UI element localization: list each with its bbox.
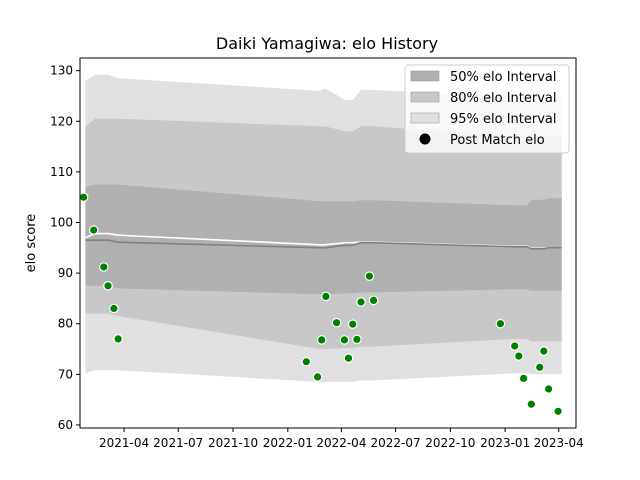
y-tick-label: 60 [58,418,73,432]
legend-swatch [410,112,440,124]
y-tick-label: 70 [58,367,73,381]
data-point [99,262,109,272]
data-point [109,303,119,314]
plot-frame [79,57,577,429]
data-point [364,271,375,281]
data-point [368,295,379,306]
data-point [78,192,89,202]
legend-marker [419,133,431,145]
y-axis-label: elo score [24,214,39,273]
legend-swatch [410,91,440,103]
data-point [513,351,524,361]
data-point [553,406,563,417]
legend-label: 80% elo Interval [450,91,557,106]
x-tick-label: 2022-10 [425,436,475,450]
y-tick-label: 100 [50,216,73,230]
data-point [534,362,545,373]
axes: 60 70 80 90 100 110 120 130 2021-04 2021-07 2021-1… [50,57,584,450]
data-point [312,372,323,382]
data-point [352,334,362,345]
data-point [321,291,331,302]
data-point [495,318,506,329]
x-tick-label: 2022-07 [371,436,421,450]
legend-label: 50% elo Interval [450,70,557,85]
legend-label: 95% elo Interval [450,112,557,127]
x-tick-label: 2023-04 [534,436,584,450]
x-tick-label: 2021-04 [99,436,149,450]
data-point [526,399,537,409]
x-tick-label: 2021-07 [153,436,203,450]
data-point [509,341,520,351]
data-point [343,353,354,363]
y-tick-label: 90 [58,266,73,280]
data-point [331,317,342,328]
data-point [356,297,366,307]
data-point [113,334,123,344]
data-point [88,225,99,235]
data-point [316,335,327,345]
median-line [85,239,562,250]
x-tick-label: 2022-04 [316,436,366,450]
x-tick-label: 2022-01 [263,436,313,450]
legend-swatch [410,70,440,82]
legend-box [404,64,570,154]
data-point [518,373,529,384]
data-point [339,335,350,345]
chart-title: Daiki Yamagiwa: elo History [216,34,438,53]
legend: 50% elo Interval 80% elo Interval 95% elo … [404,64,570,154]
band-50-percent [85,184,562,295]
y-tick-label: 80 [58,317,73,331]
legend-label: Post Match elo [450,133,545,148]
data-point [538,346,549,356]
y-tick-label: 110 [50,165,73,179]
y-tick-label: 120 [50,114,73,128]
x-tick-label: 2023-01 [480,436,530,450]
data-point [347,319,358,329]
data-point [301,356,312,367]
x-tick-label: 2021-10 [208,436,258,450]
data-point [543,384,554,394]
y-tick-label: 130 [50,64,73,78]
data-point [103,280,113,291]
